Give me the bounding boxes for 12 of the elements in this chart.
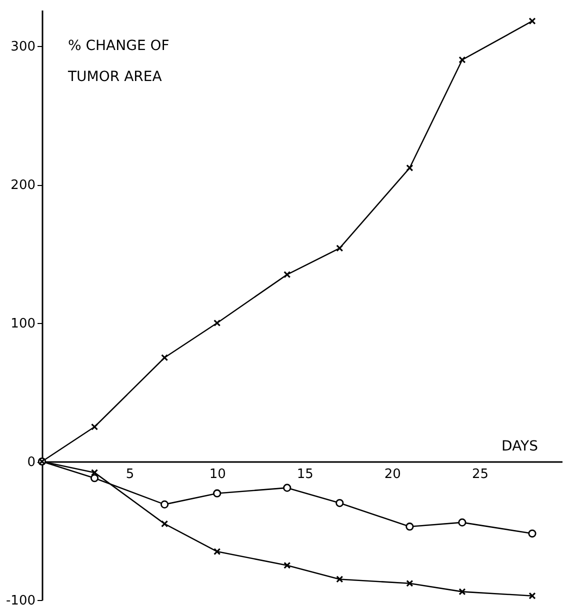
y-tick-label: 300 bbox=[10, 40, 36, 55]
x-tick-label: 25 bbox=[472, 467, 488, 482]
x-axis-title: DAYS bbox=[502, 438, 538, 454]
y-tick-label: 0 bbox=[27, 455, 36, 470]
x-tick-label: 10 bbox=[209, 467, 226, 482]
x-tick-label: 15 bbox=[296, 467, 314, 482]
y-tick-label: -100 bbox=[6, 594, 36, 608]
x-tick-label: 5 bbox=[126, 467, 134, 482]
y-tick-label: 200 bbox=[10, 178, 36, 194]
x-tick-label: 20 bbox=[384, 467, 401, 482]
y-tick-label: 100 bbox=[10, 316, 36, 332]
y-axis-title: % CHANGE OF TUMOR AREA bbox=[67, 38, 170, 86]
